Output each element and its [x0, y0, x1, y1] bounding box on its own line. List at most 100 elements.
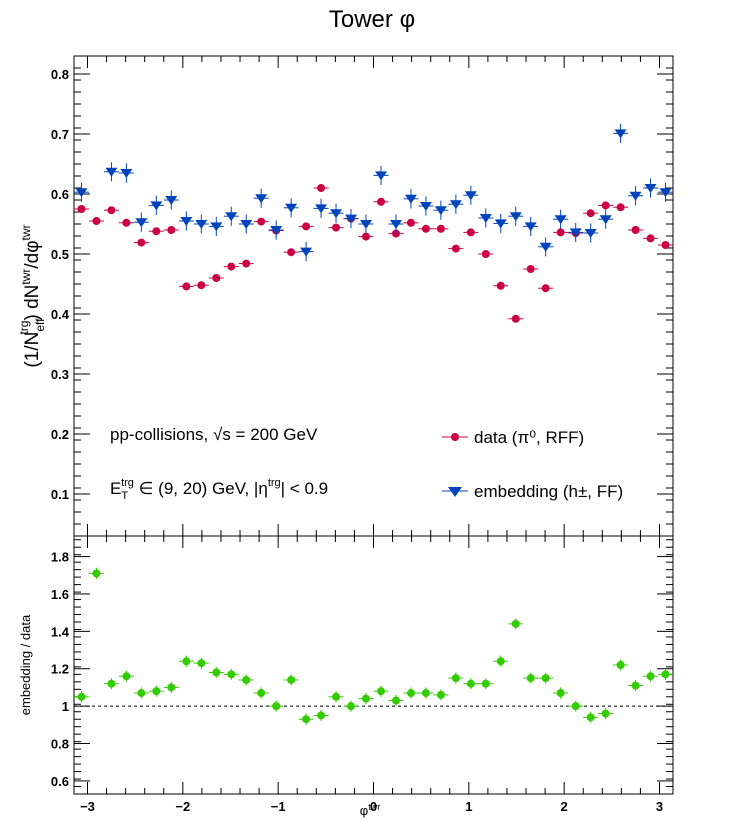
- triangle-marker: [180, 217, 193, 226]
- circle-marker: [466, 679, 475, 688]
- data-point: [433, 224, 449, 233]
- circle-marker: [496, 281, 505, 290]
- data-point: [208, 216, 224, 236]
- circle-marker: [586, 209, 595, 218]
- data-point: [538, 672, 554, 684]
- data-point: [613, 203, 629, 212]
- data-point: [478, 208, 494, 228]
- data-point: [328, 203, 344, 223]
- circle-marker: [451, 244, 460, 253]
- data-point: [583, 209, 599, 218]
- data-point: [418, 224, 434, 233]
- data-point: [388, 694, 404, 707]
- data-point: [118, 218, 134, 227]
- triangle-marker: [629, 191, 642, 201]
- y-tick-label: 1.2: [51, 662, 69, 677]
- data-point: [553, 687, 569, 699]
- data-point: [178, 655, 194, 667]
- triangle-marker: [195, 220, 208, 229]
- legend-label-data: data (π⁰, RFF): [474, 428, 584, 447]
- data-point: [373, 165, 389, 185]
- y-tick-label: 0.3: [51, 367, 69, 382]
- triangle-marker: [330, 209, 343, 219]
- circle-marker: [601, 201, 610, 210]
- data-point: [283, 198, 299, 218]
- data-point: [448, 244, 464, 253]
- data-point: [163, 226, 179, 234]
- data-point: [328, 223, 344, 232]
- top-frame: [73, 55, 674, 537]
- circle-marker: [92, 569, 101, 578]
- data-point: [463, 185, 479, 205]
- data-point: [433, 200, 449, 220]
- y-tick-label: 0.5: [51, 247, 69, 262]
- triangle-marker: [359, 220, 372, 229]
- data-point: [74, 691, 89, 703]
- data-point: [298, 713, 314, 725]
- data-point: [523, 216, 539, 236]
- data-point: [238, 214, 254, 234]
- data-point: [238, 259, 254, 268]
- legend-label-embedding: embedding (h±, FF): [474, 482, 623, 501]
- bottom-series: [74, 567, 673, 725]
- triangle-marker: [75, 188, 88, 198]
- data-point: [403, 687, 419, 699]
- bottom-y-axis: 0.6 0.8 1 1.2 1.4 1.6 1.8: [51, 539, 673, 795]
- circle-marker: [227, 262, 236, 271]
- circle-marker: [646, 234, 655, 243]
- series-ratio: [74, 567, 673, 725]
- circle-marker: [272, 702, 281, 711]
- triangle-marker: [389, 220, 402, 229]
- circle-marker: [332, 223, 341, 232]
- data-point: [118, 670, 134, 682]
- data-point: [658, 241, 673, 249]
- data-point: [208, 666, 224, 679]
- circle-marker: [451, 674, 460, 683]
- circle-marker: [122, 218, 131, 227]
- triangle-marker: [120, 169, 133, 178]
- circle-marker: [212, 274, 221, 282]
- circle-marker: [511, 314, 520, 323]
- data-point: [163, 190, 179, 210]
- circle-marker: [496, 657, 505, 666]
- circle-marker: [77, 692, 86, 701]
- circle-marker: [421, 689, 430, 698]
- circle-marker: [377, 687, 386, 696]
- data-point: [418, 196, 434, 216]
- data-point: [658, 668, 673, 680]
- y-tick-label: 0.2: [51, 427, 69, 442]
- bottom-frame: [73, 535, 674, 795]
- top-y-axis-label: (1/Nefftrg) dNtwr/dφtwr: [17, 224, 47, 367]
- circle-marker: [167, 683, 176, 692]
- y-tick-label: 1.8: [51, 550, 69, 565]
- data-point: [328, 691, 344, 703]
- data-point: [283, 674, 299, 686]
- data-point: [478, 250, 494, 258]
- data-point: [523, 265, 539, 273]
- circle-marker: [182, 282, 191, 291]
- annotation-line2: ETtrg ∈ (9, 20) GeV, |ηtrg| < 0.9: [110, 477, 328, 502]
- circle-marker: [317, 711, 326, 720]
- circle-marker: [586, 713, 595, 722]
- circle-marker: [152, 687, 161, 696]
- triangle-marker: [494, 219, 507, 229]
- triangle-marker: [285, 203, 298, 213]
- circle-marker: [227, 670, 236, 679]
- triangle-marker: [165, 196, 178, 205]
- circle-marker: [391, 696, 400, 705]
- data-point: [508, 314, 524, 323]
- data-point: [88, 567, 104, 579]
- data-point: [223, 206, 239, 226]
- triangle-marker: [255, 194, 268, 204]
- data-point: [373, 685, 389, 697]
- data-point: [223, 668, 239, 680]
- data-point: [313, 184, 329, 192]
- data-point: [373, 197, 389, 206]
- legend-marker-circle: [451, 433, 459, 441]
- data-point: [583, 223, 599, 243]
- circle-marker: [361, 694, 370, 703]
- data-point: [88, 217, 104, 225]
- circle-marker: [137, 238, 146, 247]
- data-point: [403, 218, 419, 227]
- annotation: pp-collisions, √s = 200 GeV ETtrg ∈ (9, …: [110, 425, 328, 502]
